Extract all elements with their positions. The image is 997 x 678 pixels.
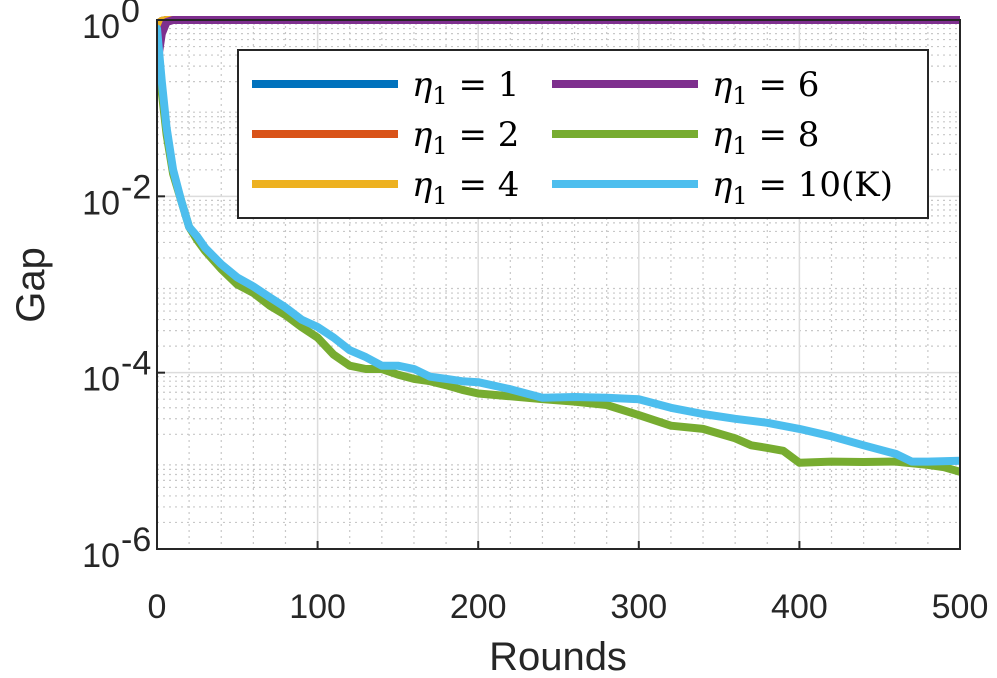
y-tick-label: 10 xyxy=(82,184,120,222)
y-axis-label: Gap xyxy=(9,247,53,323)
legend-label-3: η1 = 4 xyxy=(412,165,519,210)
legend-label-4: η1 = 6 xyxy=(712,65,819,110)
legend-label-1: η1 = 1 xyxy=(412,65,519,110)
y-tick-exponent: -6 xyxy=(121,521,151,559)
legend-label-6: η1 = 10(K) xyxy=(712,165,893,210)
x-tick-label: 100 xyxy=(289,588,346,626)
y-tick-label: 10 xyxy=(82,8,120,46)
series-line-6 xyxy=(157,24,960,466)
legend: η1 = 1 η1 = 2 η1 = 4 η1 = 6 η1 = 8 η1 = 10(K) xyxy=(237,49,929,219)
x-axis-label: Rounds xyxy=(489,635,627,678)
plot-frame xyxy=(156,19,961,550)
y-tick-exponent: 0 xyxy=(121,0,140,30)
x-tick-label: 300 xyxy=(610,588,667,626)
x-tick-label: 500 xyxy=(932,588,989,626)
x-tick-label: 200 xyxy=(450,588,507,626)
x-tick-label: 0 xyxy=(148,588,167,626)
x-tick-label: 400 xyxy=(771,588,828,626)
y-tick-exponent: -2 xyxy=(121,168,151,206)
y-tick-label: 10 xyxy=(82,537,120,575)
y-tick-exponent: -4 xyxy=(121,345,151,383)
x-axis-ticks: 0 100 200 300 400 500 xyxy=(148,541,989,626)
legend-label-2: η1 = 2 xyxy=(412,115,519,160)
y-tick-label: 10 xyxy=(82,361,120,399)
legend-label-5: η1 = 8 xyxy=(712,115,819,160)
